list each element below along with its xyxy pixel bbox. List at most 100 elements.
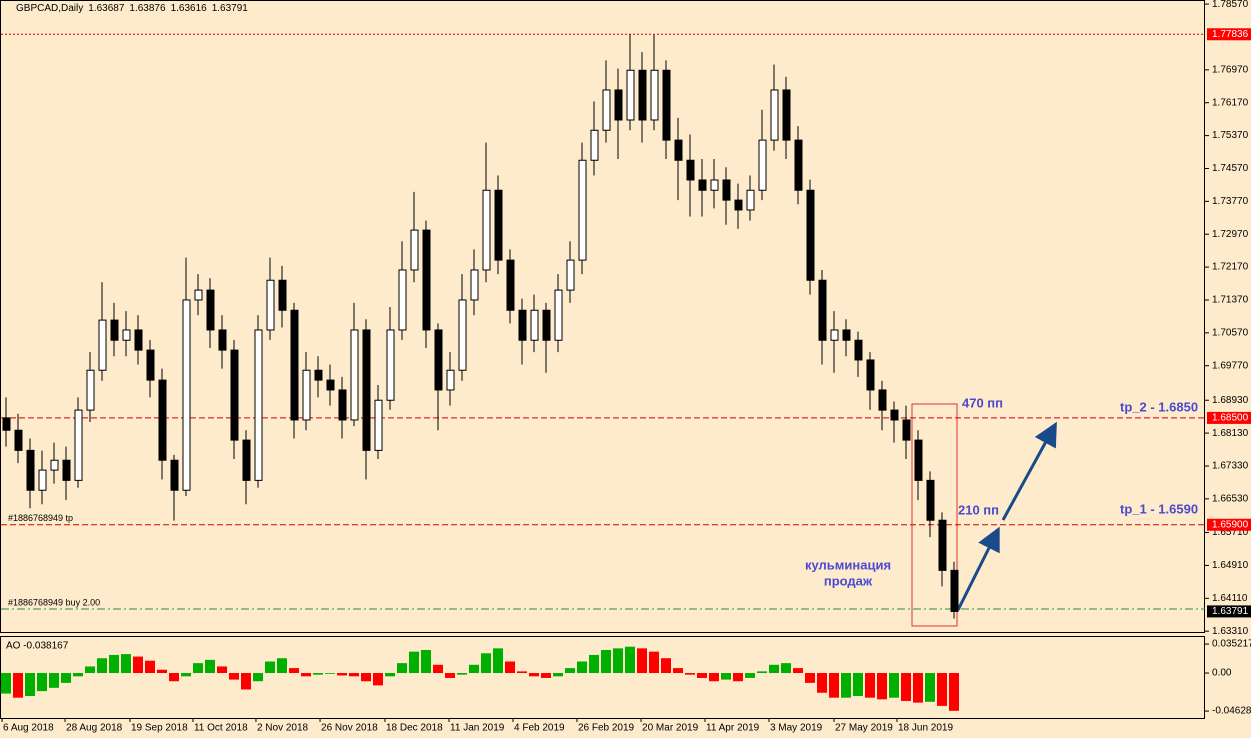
candle-body xyxy=(206,289,215,331)
ao-bar xyxy=(421,649,431,674)
candle-body xyxy=(290,309,299,421)
ao-bar xyxy=(373,673,383,686)
ao-bar xyxy=(817,673,827,693)
ao-bar xyxy=(493,648,503,674)
header: GBPCAD,Daily 1.63687 1.63876 1.63616 1.63791 xyxy=(16,3,248,14)
x-tick-label: 2 Nov 2018 xyxy=(257,723,309,734)
ao-bar xyxy=(409,651,419,674)
y-tick-label: 1.64110 xyxy=(1212,593,1248,604)
price-box xyxy=(1207,28,1251,41)
candle-body xyxy=(242,439,251,481)
ao-bar xyxy=(697,673,707,678)
x-tick-label: 3 May 2019 xyxy=(770,723,823,734)
ao-bar xyxy=(613,648,623,674)
candle-body xyxy=(674,139,683,161)
x-tick-label: 18 Dec 2018 xyxy=(386,723,443,734)
annotation: 210 пп xyxy=(958,502,999,517)
candle-body xyxy=(338,389,347,421)
highlight-box xyxy=(911,403,958,627)
ao-bar xyxy=(577,661,587,674)
candle-body xyxy=(314,369,323,381)
y-tick-label: 1.76170 xyxy=(1212,97,1249,108)
candle-body xyxy=(326,379,335,391)
ao-bar xyxy=(913,673,923,703)
ao-bar xyxy=(925,673,935,702)
candle-body xyxy=(38,469,47,491)
ao-bar xyxy=(541,673,551,678)
ao-bar xyxy=(361,673,371,682)
annotation: продаж xyxy=(824,573,873,588)
candle-body xyxy=(194,289,203,301)
candle-body xyxy=(626,69,635,121)
candle-body xyxy=(410,229,419,271)
ao-bar xyxy=(553,673,563,677)
ao-bar xyxy=(445,673,455,678)
ao-bar xyxy=(97,658,107,674)
candle-body xyxy=(458,299,467,371)
y-tick-label: 1.76970 xyxy=(1212,64,1249,75)
x-tick-label: 27 May 2019 xyxy=(835,723,893,734)
candle-body xyxy=(782,89,791,141)
y-tick-label: 1.71370 xyxy=(1212,295,1249,306)
symbol: GBPCAD,Daily xyxy=(16,3,83,14)
ao-bar xyxy=(61,673,71,683)
y-tick-label: 1.78570 xyxy=(1212,0,1249,10)
candle-body xyxy=(98,319,107,371)
candle-body xyxy=(566,259,575,291)
ao-bar xyxy=(901,673,911,701)
candle-body xyxy=(494,189,503,261)
candle-body xyxy=(650,69,659,121)
ao-bar xyxy=(793,668,803,674)
candle-body xyxy=(686,159,695,181)
ao-bar xyxy=(589,654,599,674)
x-tick-label: 20 Mar 2019 xyxy=(642,723,699,734)
price-box xyxy=(1207,518,1251,531)
ao-bar xyxy=(865,673,875,698)
candle-body xyxy=(74,409,83,481)
annotation: 470 пп xyxy=(962,395,1003,410)
ao-bar xyxy=(637,648,647,674)
level-text: #1886768949 tp xyxy=(8,513,73,523)
candle-body xyxy=(62,459,71,481)
header-value: 1.63687 xyxy=(88,3,125,14)
header-value: 1.63616 xyxy=(171,3,208,14)
y-tick-label: 1.63310 xyxy=(1212,626,1249,637)
main-panel xyxy=(0,0,1205,633)
y-tick-label: 1.70570 xyxy=(1212,327,1249,338)
candle-body xyxy=(50,459,59,471)
candle-body xyxy=(554,289,563,341)
candle-body xyxy=(86,369,95,411)
candle-body xyxy=(710,179,719,191)
candle-body xyxy=(218,329,227,351)
candle-body xyxy=(434,329,443,391)
ao-bar xyxy=(121,654,131,674)
candle-body xyxy=(302,369,311,421)
ao-bar xyxy=(337,673,347,676)
price-label: 1.68500 xyxy=(1212,413,1249,424)
x-tick-label: 6 Aug 2018 xyxy=(3,723,54,734)
candle-body xyxy=(26,449,35,491)
price-label: 1.63791 xyxy=(1212,606,1249,617)
candle-body xyxy=(230,349,239,441)
x-tick-label: 11 Apr 2019 xyxy=(706,723,760,734)
candle-body xyxy=(746,189,755,211)
ao-bar xyxy=(169,673,179,682)
ao-bar xyxy=(757,671,767,674)
annotation: tp_1 - 1.6590 xyxy=(1120,501,1198,516)
y-tick-label: 1.72170 xyxy=(1212,262,1249,273)
ao-bar xyxy=(313,673,323,675)
ao-bar xyxy=(109,654,119,674)
candle-body xyxy=(398,269,407,331)
ao-bar xyxy=(937,673,947,706)
y-tick-label: 0.00 xyxy=(1212,668,1232,679)
ao-bar xyxy=(253,673,263,682)
y-tick-label: 1.68130 xyxy=(1212,428,1249,439)
ao-bar xyxy=(205,659,215,674)
candle-body xyxy=(830,329,839,341)
ao-bar xyxy=(853,673,863,697)
ao-bar xyxy=(289,668,299,674)
x-tick-label: 11 Oct 2018 xyxy=(194,723,248,734)
y-tick-label: 1.69770 xyxy=(1212,360,1249,371)
